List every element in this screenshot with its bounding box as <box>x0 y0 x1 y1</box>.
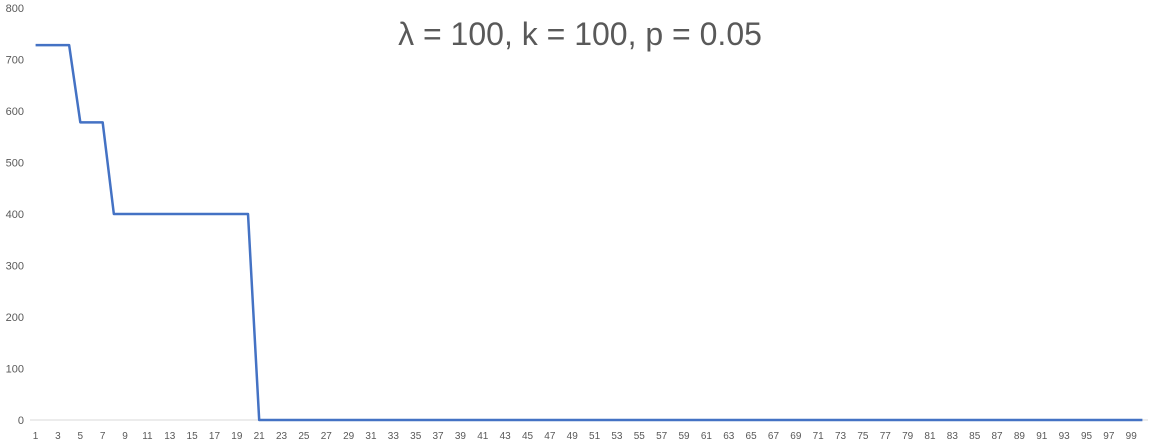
x-tick-label: 97 <box>1103 431 1115 442</box>
x-tick-label: 47 <box>544 431 556 442</box>
x-tick-label: 19 <box>231 431 243 442</box>
x-tick-label: 73 <box>835 431 847 442</box>
series-line <box>35 43 1143 422</box>
x-tick-label: 75 <box>857 431 869 442</box>
x-tick-label: 91 <box>1036 431 1048 442</box>
x-tick-label: 63 <box>723 431 735 442</box>
x-tick-label: 23 <box>276 431 288 442</box>
x-tick-label: 25 <box>298 431 310 442</box>
y-tick-label: 200 <box>6 312 24 324</box>
x-tick-label: 31 <box>365 431 377 442</box>
x-tick-label: 39 <box>455 431 467 442</box>
x-tick-label: 71 <box>813 431 825 442</box>
x-tick-label: 55 <box>634 431 646 442</box>
x-tick-label: 11 <box>142 431 153 442</box>
x-tick-label: 45 <box>522 431 534 442</box>
y-tick-label: 400 <box>6 209 24 221</box>
x-tick-label: 83 <box>947 431 959 442</box>
x-tick-label: 43 <box>500 431 512 442</box>
x-tick-label: 15 <box>187 431 199 442</box>
x-tick-label: 3 <box>55 431 61 442</box>
x-tick-label: 5 <box>78 431 84 442</box>
y-tick-label: 700 <box>6 55 24 67</box>
x-tick-label: 85 <box>969 431 981 442</box>
x-tick-label: 41 <box>477 431 489 442</box>
x-tick-label: 93 <box>1059 431 1071 442</box>
x-tick-label: 81 <box>924 431 936 442</box>
chart-title: λ = 100, k = 100, p = 0.05 <box>398 16 762 52</box>
x-tick-label: 13 <box>164 431 176 442</box>
x-tick-label: 67 <box>768 431 780 442</box>
y-tick-label: 300 <box>6 261 24 273</box>
x-tick-label: 7 <box>100 431 106 442</box>
x-tick-label: 89 <box>1014 431 1026 442</box>
x-tick-label: 33 <box>388 431 400 442</box>
x-tick-label: 79 <box>902 431 914 442</box>
series-layer <box>35 43 1143 422</box>
x-tick-label: 1 <box>33 431 39 442</box>
y-axis: 0 100 200 300 400 500 600 700 800 <box>6 3 24 427</box>
y-tick-label: 600 <box>6 106 24 118</box>
x-tick-label: 99 <box>1126 431 1138 442</box>
x-tick-label: 95 <box>1081 431 1093 442</box>
x-tick-label: 57 <box>656 431 668 442</box>
y-tick-label: 800 <box>6 3 24 15</box>
y-tick-label: 100 <box>6 364 24 376</box>
y-tick-label: 500 <box>6 158 24 170</box>
x-axis: 1 3 5 7 9 11 13 15 17 19 21 23 25 27 29 31 33 35 37 39 41 43 4… <box>33 431 1137 442</box>
x-tick-label: 35 <box>410 431 422 442</box>
x-tick-label: 59 <box>678 431 690 442</box>
x-tick-label: 69 <box>790 431 802 442</box>
x-tick-label: 21 <box>254 431 266 442</box>
x-tick-label: 27 <box>321 431 333 442</box>
x-tick-label: 61 <box>701 431 713 442</box>
x-tick-label: 87 <box>992 431 1004 442</box>
y-tick-label: 0 <box>18 415 24 427</box>
x-tick-label: 29 <box>343 431 355 442</box>
x-tick-label: 53 <box>611 431 623 442</box>
x-tick-label: 51 <box>589 431 601 442</box>
x-tick-label: 17 <box>209 431 221 442</box>
x-tick-label: 77 <box>880 431 892 442</box>
x-tick-label: 65 <box>746 431 758 442</box>
x-tick-label: 49 <box>567 431 579 442</box>
x-tick-label: 9 <box>122 431 128 442</box>
x-tick-label: 37 <box>433 431 445 442</box>
